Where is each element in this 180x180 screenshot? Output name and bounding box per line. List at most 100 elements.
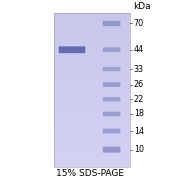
Bar — [54, 82, 130, 83]
Bar — [54, 54, 130, 55]
Bar — [54, 43, 130, 44]
Bar — [54, 61, 130, 62]
Bar — [54, 137, 130, 138]
FancyBboxPatch shape — [103, 47, 120, 52]
Bar — [54, 13, 130, 167]
Bar — [54, 23, 130, 24]
Bar — [54, 57, 130, 58]
Bar — [54, 143, 130, 144]
Bar — [54, 72, 130, 73]
Bar — [54, 25, 130, 26]
Bar — [54, 158, 130, 159]
Text: 15% SDS-PAGE: 15% SDS-PAGE — [56, 169, 124, 178]
Bar — [54, 28, 130, 29]
Bar — [54, 154, 130, 155]
Bar — [54, 80, 130, 81]
Bar — [54, 103, 130, 104]
Bar — [54, 50, 130, 51]
Bar — [54, 117, 130, 118]
Bar — [54, 88, 130, 89]
Bar — [54, 20, 130, 21]
Bar — [54, 44, 130, 45]
Bar — [54, 165, 130, 166]
Bar — [54, 107, 130, 108]
Bar — [54, 128, 130, 129]
Bar — [54, 96, 130, 97]
Bar — [54, 121, 130, 122]
Bar — [54, 145, 130, 146]
Bar — [54, 106, 130, 107]
Bar — [54, 123, 130, 124]
Text: 70: 70 — [134, 19, 144, 28]
Bar — [54, 56, 130, 57]
Text: 10: 10 — [134, 145, 144, 154]
Bar — [54, 74, 130, 75]
Bar — [54, 90, 130, 91]
Text: 14: 14 — [134, 127, 144, 136]
Bar — [54, 129, 130, 130]
Bar — [54, 110, 130, 111]
Bar — [54, 122, 130, 123]
Bar — [54, 91, 130, 92]
Bar — [54, 35, 130, 36]
Bar — [54, 31, 130, 32]
Bar — [54, 144, 130, 145]
Bar — [54, 147, 130, 148]
Bar — [54, 112, 130, 113]
FancyBboxPatch shape — [103, 112, 120, 116]
Bar — [54, 59, 130, 60]
Bar — [54, 118, 130, 119]
Bar — [54, 113, 130, 114]
Bar — [54, 73, 130, 74]
Bar — [54, 102, 130, 103]
Bar — [54, 130, 130, 131]
Bar — [54, 126, 130, 127]
FancyBboxPatch shape — [103, 82, 120, 87]
Bar — [54, 86, 130, 87]
Bar — [54, 98, 130, 99]
Bar — [54, 163, 130, 164]
Bar — [54, 16, 130, 17]
Bar — [54, 138, 130, 139]
Bar — [54, 161, 130, 162]
Bar — [54, 51, 130, 52]
Bar — [54, 97, 130, 98]
Bar — [54, 63, 130, 64]
Bar — [54, 32, 130, 33]
Bar — [54, 46, 130, 47]
Bar — [54, 159, 130, 160]
FancyBboxPatch shape — [103, 97, 120, 102]
Bar — [54, 87, 130, 88]
Text: 33: 33 — [134, 65, 144, 74]
Bar — [54, 153, 130, 154]
Bar — [54, 64, 130, 65]
Bar — [54, 141, 130, 142]
Bar — [54, 111, 130, 112]
Bar — [54, 78, 130, 79]
Bar — [54, 38, 130, 39]
Bar — [54, 94, 130, 95]
Bar — [54, 155, 130, 156]
Bar — [54, 14, 130, 15]
Bar — [54, 127, 130, 128]
Bar — [54, 109, 130, 110]
Bar — [54, 93, 130, 94]
Bar — [54, 15, 130, 16]
FancyBboxPatch shape — [103, 21, 120, 26]
Bar — [54, 148, 130, 149]
Text: 22: 22 — [134, 95, 144, 104]
Bar — [54, 120, 130, 121]
Bar — [54, 149, 130, 150]
Bar — [54, 156, 130, 157]
Bar — [54, 75, 130, 76]
Bar — [54, 67, 130, 68]
Bar — [54, 62, 130, 63]
Bar — [54, 26, 130, 27]
Bar — [54, 135, 130, 136]
Bar — [54, 119, 130, 120]
Bar — [54, 152, 130, 153]
Bar — [54, 53, 130, 54]
Bar — [54, 101, 130, 102]
Bar — [54, 166, 130, 167]
Bar — [54, 162, 130, 163]
